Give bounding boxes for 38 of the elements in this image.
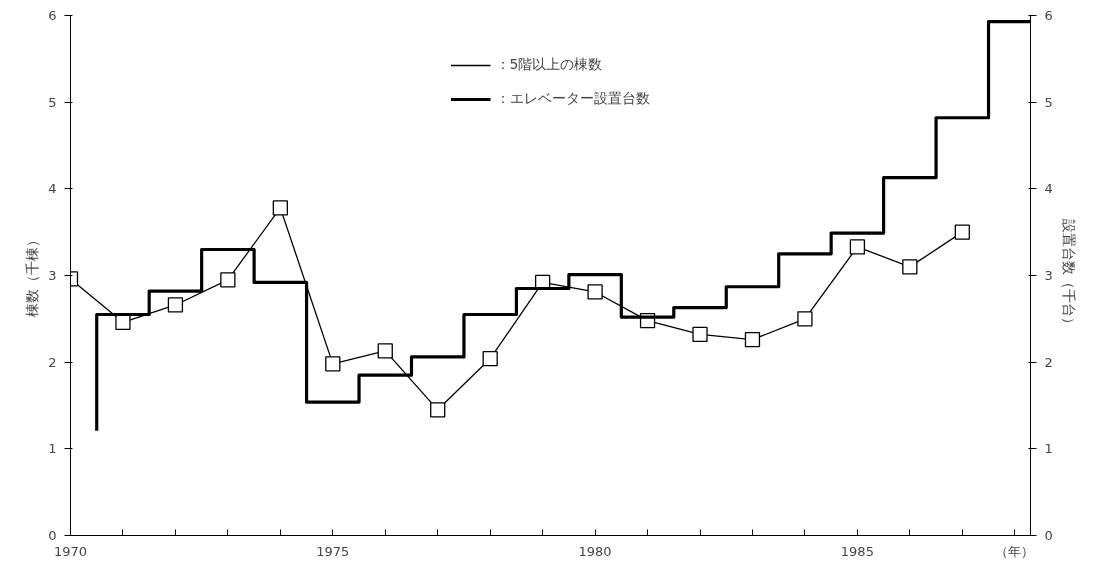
point [272,200,288,216]
y-axis-title: 棟数（千棟） [24,233,41,318]
y2-tick-label: 2 [1044,354,1053,370]
point [797,311,813,327]
x-tick-label: 1975 [316,543,350,559]
point [167,297,184,313]
point [849,239,866,255]
legend-label: ：5階以上の棟数 [495,56,603,74]
point [482,351,498,367]
y-tick-label: 3 [48,268,57,283]
x-tick-label: 1970 [53,543,88,559]
point [430,402,446,418]
x-tick-label: （年） [995,543,1035,559]
y2-axis-title: 設置台数（千台） [1060,219,1077,332]
y-tick-label: 2 [48,354,57,370]
y-tick-label: 6 [48,8,57,23]
point [902,259,918,275]
y2-tick-label: 3 [1044,268,1053,283]
y2-tick-label: 0 [1044,528,1053,543]
y-tick-label: 4 [48,181,57,197]
point [220,272,236,288]
point [692,326,708,343]
point [115,314,131,330]
point [587,284,603,300]
x-tick-label: 1985 [840,543,874,559]
legend-label: ：エレベーター設置台数 [495,90,650,108]
y2-tick-label: 1 [1044,441,1053,457]
point [954,224,970,240]
point [377,343,393,359]
y2-tick-label: 6 [1044,8,1053,23]
x-tick-label: 1980 [578,543,612,559]
y-tick-label: 5 [48,94,57,110]
y-tick-label: 0 [48,528,57,543]
y2-tick-label: 4 [1044,181,1053,197]
y-tick-label: 1 [48,441,57,457]
point [744,331,761,348]
point [325,356,341,372]
y2-tick-label: 5 [1044,94,1053,110]
